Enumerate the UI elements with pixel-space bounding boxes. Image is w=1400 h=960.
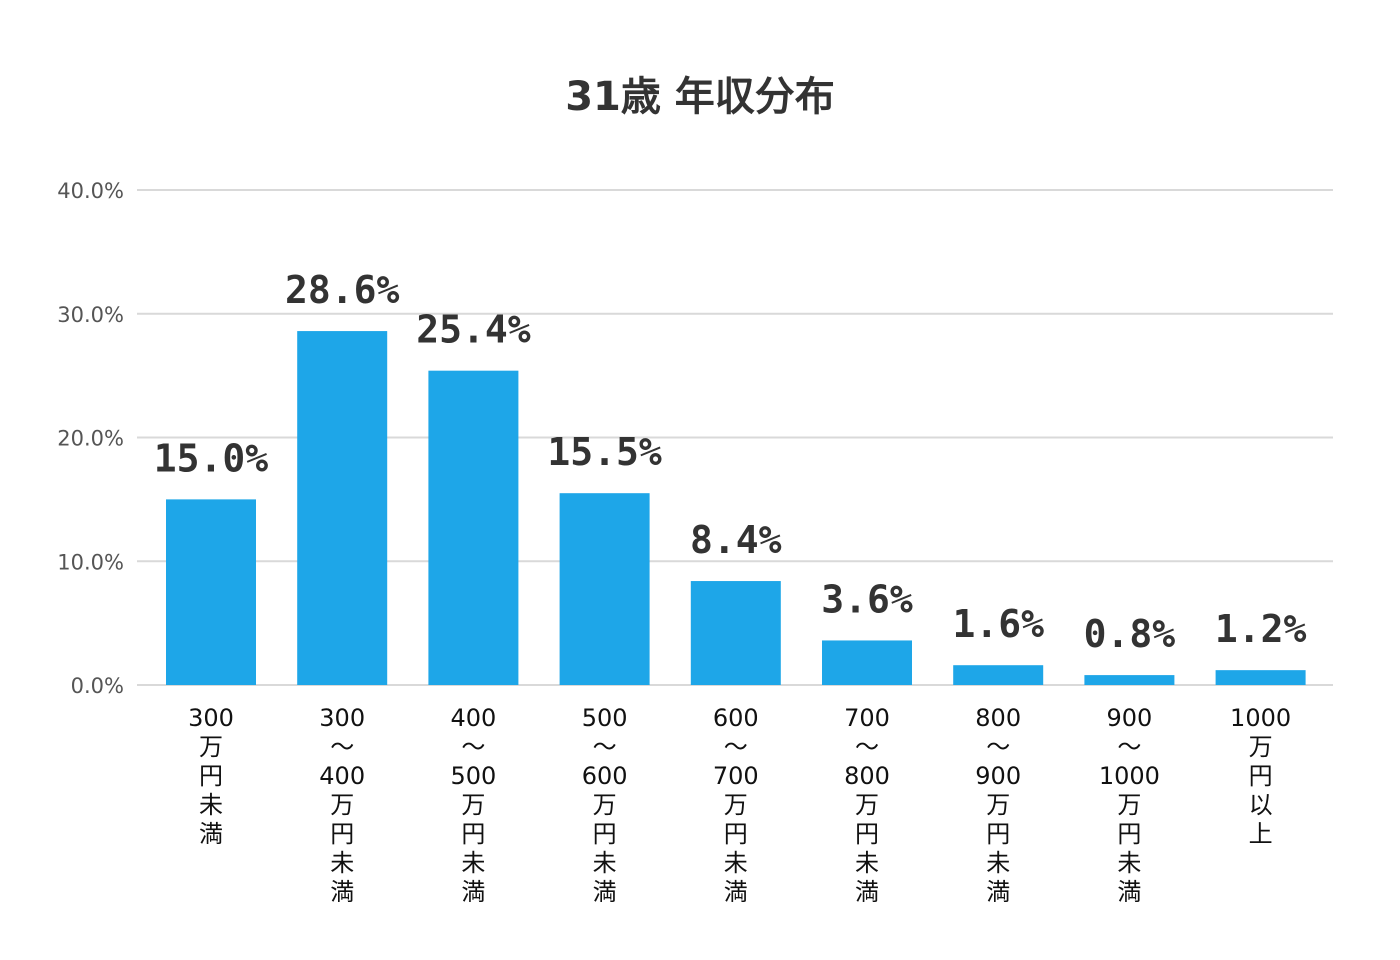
x-tick-label: 未	[724, 849, 748, 877]
x-tick-label: 満	[855, 878, 879, 906]
x-tick-label: 万	[199, 733, 223, 761]
y-tick-label: 10.0%	[57, 550, 124, 574]
bar	[428, 370, 519, 685]
x-tick-label: 500	[450, 762, 496, 790]
y-axis-ticks: 0.0% 10.0% 20.0% 30.0% 40.0%	[57, 179, 124, 698]
x-tick-label: 円	[593, 820, 617, 848]
data-label: 15.0%	[154, 436, 269, 480]
x-tick-label: 満	[724, 878, 748, 906]
x-tick-label: 〜	[1117, 733, 1141, 761]
data-label: 8.4%	[690, 518, 782, 562]
x-tick-label: 万	[593, 791, 617, 819]
x-tick-label: 万	[330, 791, 354, 819]
x-tick-label: 800	[975, 704, 1021, 732]
x-tick-label: 万	[1249, 733, 1273, 761]
data-label: 25.4%	[416, 308, 531, 352]
bar	[559, 493, 650, 685]
x-tick-label: 満	[986, 878, 1010, 906]
x-tick-label: 満	[330, 878, 354, 906]
bar	[953, 665, 1044, 685]
x-tick-label: 満	[593, 878, 617, 906]
x-tick-label: 〜	[986, 733, 1010, 761]
data-label: 1.2%	[1215, 607, 1307, 651]
x-tick-label: 万	[461, 791, 485, 819]
x-tick-label: 未	[593, 849, 617, 877]
x-tick-label: 満	[1117, 878, 1141, 906]
x-tick-label: 未	[199, 791, 223, 819]
x-tick-label: 1000	[1099, 762, 1160, 790]
x-tick-label: 満	[461, 878, 485, 906]
x-tick-label: 上	[1249, 820, 1273, 848]
chart-title: 31歳 年収分布	[565, 74, 835, 120]
y-tick-label: 30.0%	[57, 303, 124, 327]
x-tick-label: 万	[855, 791, 879, 819]
x-axis-labels: 300万円未満300〜400万円未満400〜500万円未満500〜600万円未満…	[188, 704, 1291, 906]
data-label: 0.8%	[1084, 612, 1176, 656]
bar	[822, 640, 912, 685]
x-tick-label: 700	[713, 762, 759, 790]
x-tick-label: 〜	[330, 733, 354, 761]
x-tick-label: 600	[582, 762, 628, 790]
x-tick-label: 300	[319, 704, 365, 732]
data-label: 3.6%	[821, 577, 913, 621]
bar	[166, 499, 256, 685]
x-tick-label: 円	[199, 762, 223, 790]
x-tick-label: 万	[1117, 791, 1141, 819]
data-label: 15.5%	[547, 430, 662, 474]
x-tick-label: 満	[199, 820, 223, 848]
x-tick-label: 900	[975, 762, 1021, 790]
y-tick-label: 40.0%	[57, 179, 124, 203]
x-tick-label: 円	[855, 820, 879, 848]
x-tick-label: 〜	[461, 733, 485, 761]
x-tick-label: 400	[319, 762, 365, 790]
bars	[166, 331, 1306, 685]
x-tick-label: 円	[1249, 762, 1273, 790]
bar	[1084, 675, 1175, 685]
x-tick-label: 〜	[593, 733, 617, 761]
x-tick-label: 未	[1117, 849, 1141, 877]
x-tick-label: 未	[330, 849, 354, 877]
data-labels: 15.0% 28.6% 25.4% 15.5% 8.4% 3.6% 1.6% 0.8% 1.2%	[154, 268, 1307, 656]
x-tick-label: 円	[986, 820, 1010, 848]
bar	[297, 331, 388, 685]
x-tick-label: 未	[461, 849, 485, 877]
x-tick-label: 以	[1249, 791, 1273, 819]
y-tick-label: 20.0%	[57, 427, 124, 451]
x-tick-label: 800	[844, 762, 890, 790]
x-tick-label: 300	[188, 704, 234, 732]
x-tick-label: 万	[986, 791, 1010, 819]
x-tick-label: 700	[844, 704, 890, 732]
data-label: 28.6%	[285, 268, 400, 312]
y-tick-label: 0.0%	[71, 674, 124, 698]
x-tick-label: 400	[450, 704, 496, 732]
x-tick-label: 1000	[1230, 704, 1291, 732]
x-tick-label: 600	[713, 704, 759, 732]
x-tick-label: 未	[986, 849, 1010, 877]
x-tick-label: 万	[724, 791, 748, 819]
x-tick-label: 円	[330, 820, 354, 848]
x-tick-label: 円	[1117, 820, 1141, 848]
bar	[690, 581, 781, 685]
bar	[1215, 670, 1306, 685]
x-tick-label: 円	[724, 820, 748, 848]
x-tick-label: 円	[461, 820, 485, 848]
x-tick-label: 未	[855, 849, 879, 877]
data-label: 1.6%	[952, 602, 1044, 646]
x-tick-label: 〜	[855, 733, 879, 761]
x-tick-label: 900	[1106, 704, 1152, 732]
x-tick-label: 500	[582, 704, 628, 732]
x-tick-label: 〜	[724, 733, 748, 761]
